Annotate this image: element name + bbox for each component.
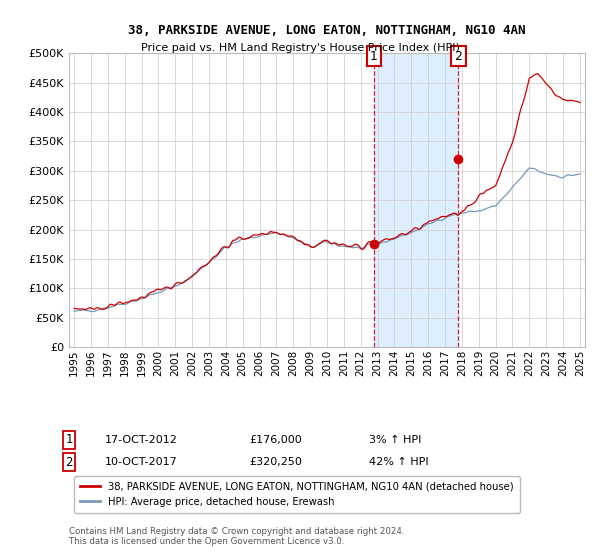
Text: 2: 2: [454, 50, 462, 63]
Text: Price paid vs. HM Land Registry's House Price Index (HPI): Price paid vs. HM Land Registry's House …: [140, 43, 460, 53]
Text: 10-OCT-2017: 10-OCT-2017: [105, 457, 178, 467]
Bar: [374, 53, 458, 347]
Text: 1: 1: [65, 433, 73, 446]
Title: 38, PARKSIDE AVENUE, LONG EATON, NOTTINGHAM, NG10 4AN: 38, PARKSIDE AVENUE, LONG EATON, NOTTING…: [128, 24, 526, 37]
Text: Contains HM Land Registry data © Crown copyright and database right 2024.
This d: Contains HM Land Registry data © Crown c…: [69, 526, 404, 546]
Legend: 38, PARKSIDE AVENUE, LONG EATON, NOTTINGHAM, NG10 4AN (detached house), HPI: Ave: 38, PARKSIDE AVENUE, LONG EATON, NOTTING…: [74, 475, 520, 513]
Text: 1: 1: [370, 50, 378, 63]
Text: 42% ↑ HPI: 42% ↑ HPI: [369, 457, 428, 467]
Text: 3% ↑ HPI: 3% ↑ HPI: [369, 435, 421, 445]
Text: 17-OCT-2012: 17-OCT-2012: [105, 435, 178, 445]
Text: £320,250: £320,250: [249, 457, 302, 467]
Text: 2: 2: [65, 455, 73, 469]
Text: £176,000: £176,000: [249, 435, 302, 445]
